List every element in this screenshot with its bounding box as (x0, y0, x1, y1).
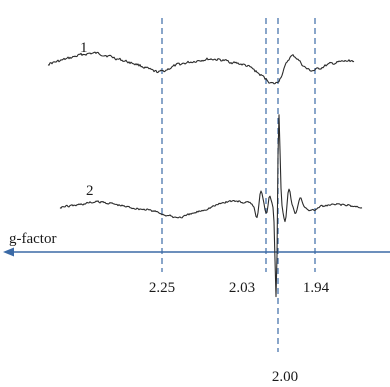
guide-label-2-03: 2.03 (229, 280, 255, 296)
guide-lines (161, 18, 316, 352)
guide-label-2-00: 2.00 (272, 369, 298, 385)
g-factor-axis: g-factor (3, 231, 390, 257)
spectrum-traces: 1 2 (47, 40, 363, 298)
axis-arrowhead (3, 247, 14, 257)
spectrum-trace-2 (59, 114, 363, 298)
guide-label-1-94: 1.94 (303, 280, 330, 296)
guide-label-2-25: 2.25 (149, 280, 175, 296)
spectrum-trace-1 (47, 51, 355, 85)
series-label-2: 2 (86, 183, 94, 199)
x-axis-label: g-factor (9, 231, 56, 247)
guide-labels: 2.25 2.03 2.00 1.94 (149, 280, 330, 385)
series-label-1: 1 (80, 40, 88, 56)
